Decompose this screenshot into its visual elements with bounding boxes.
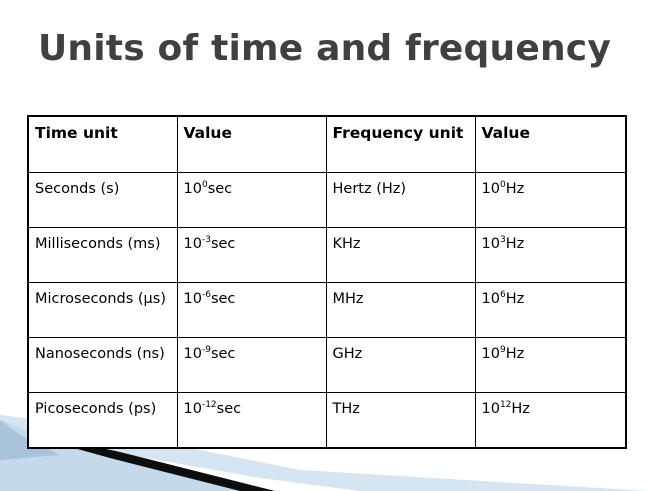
frequency-value-cell: 100Hz <box>474 172 627 228</box>
frequency-value-cell: 103Hz <box>474 227 627 283</box>
header-frequency-unit: Frequency unit <box>325 115 476 173</box>
freq-value-base: 10 <box>481 236 500 252</box>
freq-value-exponent: 9 <box>499 345 506 356</box>
freq-value-suffix: Hz <box>505 236 525 252</box>
freq-value-base: 10 <box>481 291 500 307</box>
time-value-base: 10 <box>183 181 202 197</box>
time-value-suffix: sec <box>210 346 236 362</box>
time-value-cell: 10-9sec <box>176 337 327 393</box>
freq-value-suffix: Hz <box>505 346 525 362</box>
time-value-exponent: -6 <box>201 290 211 301</box>
time-unit-cell: Seconds (s) <box>27 172 178 228</box>
time-unit-cell: Picoseconds (ps) <box>27 392 178 449</box>
time-value-cell: 10-6sec <box>176 282 327 338</box>
time-value-base: 10 <box>183 346 202 362</box>
time-value-suffix: sec <box>207 181 233 197</box>
frequency-value-cell: 106Hz <box>474 282 627 338</box>
freq-value-exponent: 3 <box>499 235 506 246</box>
time-value-base: 10 <box>183 236 202 252</box>
frequency-value-cell: 109Hz <box>474 337 627 393</box>
frequency-value-cell: 1012Hz <box>474 392 627 449</box>
header-time-unit: Time unit <box>27 115 178 173</box>
header-time-value: Value <box>176 115 327 173</box>
freq-value-suffix: Hz <box>505 181 525 197</box>
time-value-exponent: -3 <box>201 235 211 246</box>
time-unit-cell: Microseconds (μs) <box>27 282 178 338</box>
time-unit-cell: Milliseconds (ms) <box>27 227 178 283</box>
freq-value-exponent: 0 <box>499 180 506 191</box>
time-unit-cell: Nanoseconds (ns) <box>27 337 178 393</box>
frequency-unit-cell: Hertz (Hz) <box>325 172 476 228</box>
table-row: Nanoseconds (ns) 10-9sec GHz 109Hz <box>27 337 627 393</box>
time-value-cell: 10-3sec <box>176 227 327 283</box>
table-header-row: Time unit Value Frequency unit Value <box>27 115 627 173</box>
freq-value-exponent: 6 <box>499 290 506 301</box>
time-value-exponent: -9 <box>201 345 211 356</box>
time-value-base: 10 <box>183 401 202 417</box>
time-value-suffix: sec <box>216 401 242 417</box>
header-frequency-value: Value <box>474 115 627 173</box>
units-table: Time unit Value Frequency unit Value Sec… <box>27 115 627 449</box>
freq-value-base: 10 <box>481 346 500 362</box>
time-value-base: 10 <box>183 291 202 307</box>
freq-value-base: 10 <box>481 401 500 417</box>
freq-value-suffix: Hz <box>511 401 530 417</box>
frequency-unit-cell: GHz <box>325 337 476 393</box>
time-value-suffix: sec <box>210 291 236 307</box>
table-row: Seconds (s) 100sec Hertz (Hz) 100Hz <box>27 172 627 228</box>
frequency-unit-cell: MHz <box>325 282 476 338</box>
frequency-unit-cell: KHz <box>325 227 476 283</box>
frequency-unit-cell: THz <box>325 392 476 449</box>
freq-value-exponent: 12 <box>499 400 512 411</box>
slide-title: Units of time and frequency <box>37 28 611 69</box>
table-row: Milliseconds (ms) 10-3sec KHz 103Hz <box>27 227 627 283</box>
time-value-cell: 10-12sec <box>176 392 327 449</box>
time-value-exponent: 0 <box>201 180 208 191</box>
freq-value-suffix: Hz <box>505 291 525 307</box>
table-row: Picoseconds (ps) 10-12sec THz 1012Hz <box>27 392 627 449</box>
table-row: Microseconds (μs) 10-6sec MHz 106Hz <box>27 282 627 338</box>
freq-value-base: 10 <box>481 181 500 197</box>
time-value-suffix: sec <box>210 236 236 252</box>
time-value-exponent: -12 <box>201 400 217 411</box>
time-value-cell: 100sec <box>176 172 327 228</box>
